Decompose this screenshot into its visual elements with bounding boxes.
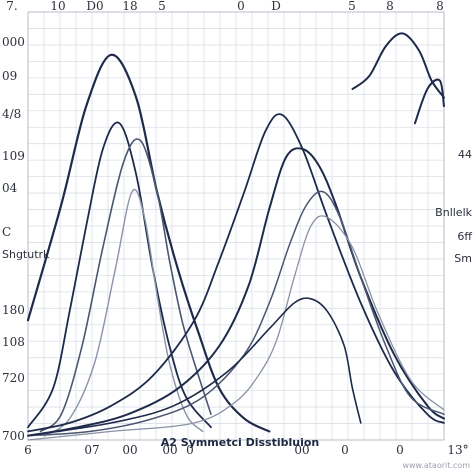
chart-title: A2 Symmetci Disstibluion [161,436,320,449]
y-left-tick-label: 720 [2,371,25,385]
x-top-tick-label: 0 [237,0,245,13]
x-top-tick-label: D [271,0,281,13]
y-right-label: 44 [458,148,472,161]
x-bottom-tick-label: 13° [447,443,468,457]
x-bottom-tick-label: 00 [294,443,309,457]
series-line-6 [27,147,445,437]
grid [28,12,444,440]
y-left-tick-label: 700 [2,429,25,443]
x-top-tick-label: 8 [436,0,444,13]
x-top-tick-label: 5 [158,0,166,13]
series-group [26,32,445,441]
x-bottom-tick-label: 00 [162,443,177,457]
series-line-11 [413,78,445,125]
y-left-tick-label: 04 [2,181,18,195]
tick-labels: 7. 10 D0 18 5 0 D 5 8 86 07 00 00 0 00 0 0 13°000094/8109… [2,0,473,457]
x-top-tick-label: 18 [122,0,137,13]
y-left-tick-label: 109 [2,149,25,163]
y-left-tick-label: 180 [2,303,25,317]
watermark: www.ataorit.com [402,461,470,470]
y-right-label: Sm [454,252,472,265]
y-left-tick-label: 09 [2,69,17,83]
series-line-8 [27,215,445,441]
x-top-tick-label: 8 [386,0,394,13]
y-left-tick-label: C [2,225,11,239]
x-bottom-tick-label: 07 [84,443,99,457]
series-line-3 [39,138,212,433]
x-bottom-tick-label: 6 [24,443,32,457]
x-bottom-tick-label: 0 [341,443,349,457]
x-top-tick-label: 7. [6,0,17,13]
series-line-10 [351,32,445,99]
y-left-tick-label: 108 [2,335,25,349]
x-top-tick-label: 5 [348,0,356,13]
series-line-5 [27,113,445,433]
plot-frame [27,11,445,441]
series-line-4 [43,189,204,437]
y-right-label: 6ff [457,230,472,243]
x-bottom-tick-label: 0 [396,443,404,457]
x-bottom-tick-label: 0 [186,443,194,457]
y-left-tick-label: Shgtutrk [2,248,50,261]
x-top-tick-label: 10 [50,0,65,13]
y-left-tick-label: 000 [2,35,25,49]
series-line-9 [27,297,362,437]
x-top-tick-label: D0 [86,0,103,13]
x-bottom-tick-label: 00 [122,443,137,457]
y-left-tick-label: 4/8 [2,107,21,121]
series-line-7 [27,190,445,437]
y-right-label: Bnllelk [435,206,472,219]
